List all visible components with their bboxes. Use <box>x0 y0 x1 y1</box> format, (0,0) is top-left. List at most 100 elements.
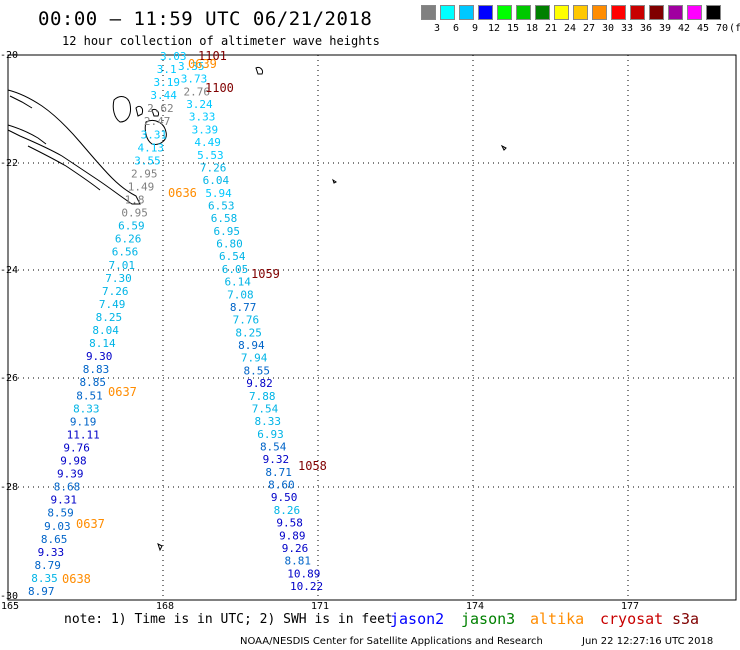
island-f <box>500 144 507 151</box>
track-east-value: 6.80 <box>216 238 243 251</box>
track-west-value: 7.49 <box>99 298 126 311</box>
track-east-value: 5.94 <box>205 187 232 200</box>
pass-time-label: 0636 <box>168 186 197 200</box>
track-west-value: 7.26 <box>102 285 129 298</box>
track-east-value: 10.22 <box>290 580 323 593</box>
satellite-cryosat: cryosat <box>600 610 664 628</box>
note-text: note: 1) Time is in UTC; 2) SWH is in fe… <box>64 612 393 627</box>
legend-value: 70 <box>715 23 729 34</box>
latitude-label: -24 <box>0 265 19 276</box>
track-east-value: 8.33 <box>254 415 280 428</box>
track-west-value: 8.85 <box>80 376 107 389</box>
legend-swatch <box>573 5 588 20</box>
legend-swatch <box>706 5 721 20</box>
longitude-label: 168 <box>156 601 175 612</box>
pass-time-label: 0637 <box>108 385 137 399</box>
track-west-value: 9.98 <box>60 455 87 468</box>
track-west-value: 9.31 <box>51 494 78 507</box>
map-subtitle: 12 hour collection of altimeter wave hei… <box>62 34 380 48</box>
legend-value: 27 <box>582 23 596 34</box>
track-east-value: 7.94 <box>241 352 268 365</box>
track-west-value: 3.55 <box>134 154 161 167</box>
island-c <box>144 119 167 145</box>
track-east-value: 8.54 <box>260 440 287 453</box>
longitude-label: 171 <box>311 601 330 612</box>
island-e <box>255 67 263 75</box>
track-east-value: 5.53 <box>197 149 224 162</box>
track-east-value: 8.81 <box>285 555 312 568</box>
track-east-value: 6.04 <box>203 174 230 187</box>
track-west-value: 2.62 <box>147 102 174 115</box>
satellite-altika: altika <box>530 610 585 628</box>
track-west-value: 1.8 <box>125 194 145 207</box>
track-west-value: 11.11 <box>67 428 100 441</box>
pass-time-label: 1101 <box>198 49 227 63</box>
track-east-value: 8.77 <box>230 301 257 314</box>
legend-swatch <box>630 5 645 20</box>
island-h <box>157 543 163 552</box>
coastline-main <box>7 89 141 205</box>
track-east-value: 8.94 <box>238 339 265 352</box>
footer-credit: NOAA/NESDIS Center for Satellite Applica… <box>240 636 543 647</box>
legend-value: 45 <box>696 23 710 34</box>
legend-swatch <box>592 5 607 20</box>
legend-swatch <box>668 5 683 20</box>
track-east-value: 3.33 <box>189 111 216 124</box>
coastline-inner <box>7 124 101 191</box>
track-east-value: 3.39 <box>192 123 219 136</box>
track-west-value: 8.51 <box>76 389 103 402</box>
track-west-value: 6.56 <box>112 246 138 259</box>
track-east-value: 7.26 <box>200 161 227 174</box>
track-west-value: 7.30 <box>105 272 132 285</box>
latitude-label: -30 <box>0 591 19 602</box>
track-west-value: 8.35 <box>31 572 58 585</box>
latitude-label: -28 <box>0 482 19 493</box>
legend-value: 33 <box>620 23 634 34</box>
legend-swatch <box>611 5 626 20</box>
pass-time-label: 1100 <box>205 81 234 95</box>
legend-value: 6 <box>452 23 460 34</box>
track-west-value: 1.49 <box>128 180 154 193</box>
track-west-value: 3.03 <box>160 50 187 63</box>
legend-unit: (ft) <box>729 23 740 34</box>
track-west-value: 7.01 <box>108 259 135 272</box>
track-west-value: 9.39 <box>57 468 84 481</box>
track-west-value: 3.19 <box>154 76 181 89</box>
track-east-value: 6.53 <box>208 200 235 213</box>
pass-time-label: 0637 <box>76 517 105 531</box>
legend-value: 39 <box>658 23 672 34</box>
latitude-label: -26 <box>0 373 19 384</box>
track-west-value: 8.79 <box>34 559 61 572</box>
pass-time-label: 0638 <box>62 572 91 586</box>
latitude-label: -22 <box>0 158 19 169</box>
legend-value: 15 <box>506 23 520 34</box>
track-east-value: 4.49 <box>194 136 221 149</box>
pass-time-label: 0639 <box>188 57 217 71</box>
track-east-value: 6.05 <box>222 263 249 276</box>
island-g <box>332 178 337 184</box>
map-title: 00:00 – 11:59 UTC 06/21/2018 <box>38 8 373 30</box>
track-east-value: 6.93 <box>257 428 284 441</box>
footer-timestamp: Jun 22 12:27:16 UTC 2018 <box>582 636 714 647</box>
track-west-value: 8.83 <box>83 363 110 376</box>
satellite-jason3: jason3 <box>461 610 516 628</box>
track-east-value: 2.76 <box>183 85 210 98</box>
track-east-value: 8.60 <box>268 479 295 492</box>
track-east-value: 10.89 <box>287 567 320 580</box>
legend-swatch <box>687 5 702 20</box>
track-east-value: 3.24 <box>186 98 213 111</box>
legend-value: 3 <box>433 23 441 34</box>
pass-time-label: 1059 <box>251 267 280 281</box>
track-east-value: 6.14 <box>224 276 251 289</box>
track-east-value: 8.26 <box>274 504 301 517</box>
track-west-value: 6.26 <box>115 233 141 246</box>
track-east-value: 8.71 <box>265 466 292 479</box>
track-east-value: 6.95 <box>214 225 241 238</box>
legend-swatch <box>516 5 531 20</box>
track-west-value: 8.33 <box>73 402 100 415</box>
legend-value: 42 <box>677 23 691 34</box>
track-east-value: 7.08 <box>227 288 254 301</box>
track-west-value: 2.95 <box>131 167 158 180</box>
latitude-label: -20 <box>0 50 19 61</box>
